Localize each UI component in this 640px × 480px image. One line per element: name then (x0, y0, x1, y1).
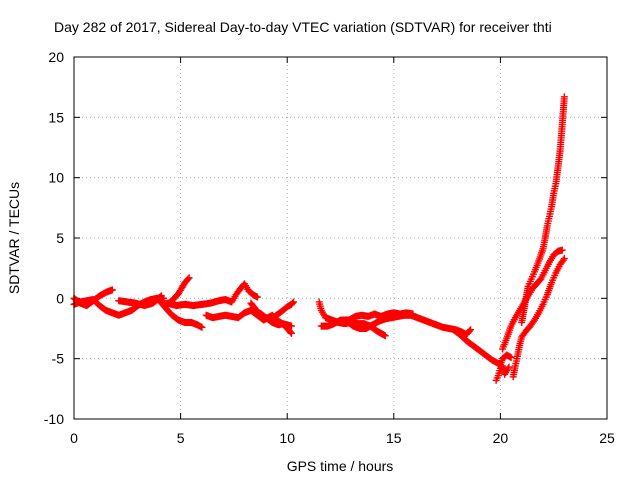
data-point (287, 329, 295, 337)
series-arc-14 (499, 246, 566, 353)
chart-title: Day 282 of 2017, Sidereal Day-to-day VTE… (54, 19, 552, 35)
series-arc-13 (492, 362, 513, 384)
y-tick-label: -10 (44, 411, 64, 427)
plot-frame (73, 56, 608, 420)
data-point (198, 323, 206, 331)
x-tick-label: 25 (599, 430, 615, 446)
series-arc-11 (339, 309, 417, 324)
data-point (505, 363, 513, 371)
series-arc-5 (164, 280, 261, 310)
y-tick-label: 0 (56, 290, 64, 306)
x-tick-label: 10 (279, 430, 295, 446)
data-point (286, 328, 294, 336)
data-point (290, 298, 298, 306)
x-tick-label: 20 (493, 430, 509, 446)
data-point (465, 327, 473, 335)
series-arc-8 (255, 309, 295, 330)
data-point (558, 246, 566, 254)
data-point (287, 322, 295, 330)
series-arc-15 (509, 255, 568, 381)
y-axis-label: SDTVAR / TECUs (6, 182, 22, 294)
y-tick-label: 5 (56, 230, 64, 246)
data-point (184, 275, 192, 283)
series-arc-16 (518, 93, 568, 326)
data-point (560, 255, 568, 263)
x-axis-ticks: 0 5 10 15 20 25 (70, 57, 615, 446)
data-point (185, 274, 193, 282)
x-tick-label: 5 (177, 430, 185, 446)
data-point (560, 93, 568, 101)
y-tick-label: 20 (48, 49, 64, 65)
data-point (108, 286, 116, 294)
data-point (467, 326, 475, 334)
data-point (507, 353, 515, 361)
x-axis-label: GPS time / hours (287, 458, 394, 474)
y-tick-label: -5 (52, 351, 65, 367)
y-tick-label: 10 (48, 170, 64, 186)
data-point (253, 293, 261, 301)
data-point (381, 332, 389, 340)
data-point (289, 299, 297, 307)
data-point (409, 310, 417, 318)
data-point (559, 256, 567, 264)
grid-lines (74, 57, 607, 419)
x-tick-label: 0 (70, 430, 78, 446)
x-tick-label: 15 (386, 430, 402, 446)
data-points (70, 93, 568, 384)
series-arc-3 (115, 274, 193, 310)
y-tick-label: 15 (48, 109, 64, 125)
series-arc-4 (155, 297, 206, 331)
series-arc-12 (449, 326, 515, 369)
